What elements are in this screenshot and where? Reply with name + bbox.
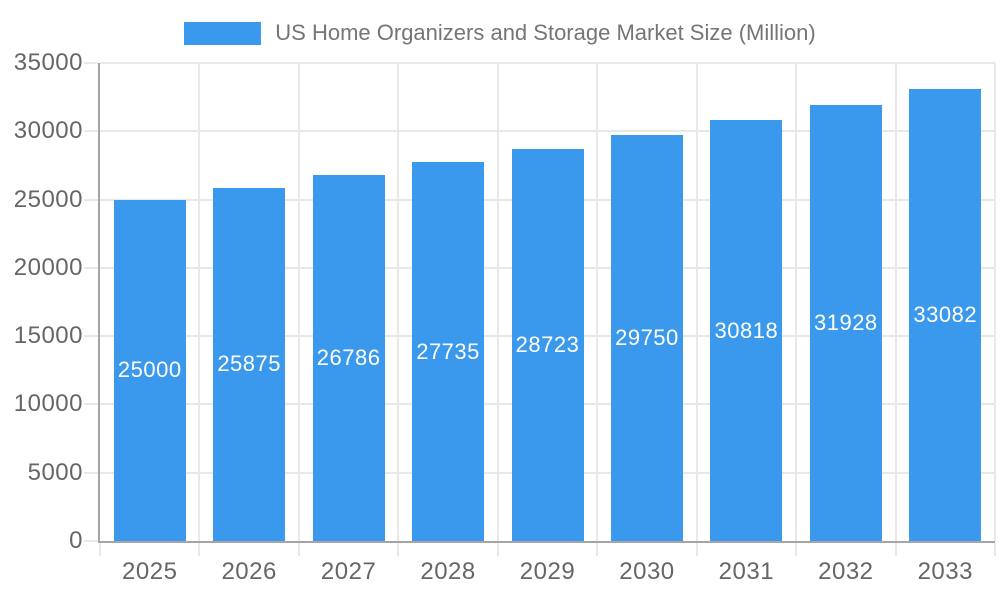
plot-area: 25000 25875 26786 27735 28723 29750 30818 31928… [84, 62, 996, 556]
x-tick-label: 2025 [122, 558, 178, 585]
x-axis-tick [198, 543, 201, 556]
chart-legend[interactable]: US Home Organizers and Storage Market Si… [0, 20, 1000, 45]
bar-2027[interactable] [312, 175, 385, 541]
bar-value-label: 28723 [515, 331, 580, 357]
legend-swatch [184, 21, 262, 45]
x-axis-labels: 2025 2026 2027 2028 2029 2030 2031 2032 2033 [100, 558, 995, 588]
bar-2030[interactable] [610, 134, 683, 541]
x-axis-tick [894, 543, 897, 556]
x-gridline [795, 63, 798, 541]
bar-2033[interactable] [909, 89, 982, 541]
x-tick-label: 2032 [818, 558, 874, 585]
y-axis-tick [84, 540, 98, 542]
x-gridline [695, 63, 698, 541]
bar-value-label: 31928 [813, 309, 878, 335]
y-tick-label: 0 [69, 527, 83, 554]
x-axis-tick [795, 543, 798, 556]
x-gridline [397, 63, 400, 541]
x-gridline [894, 63, 897, 541]
bar-value-label: 30818 [714, 317, 779, 343]
bar-2032[interactable] [809, 104, 882, 541]
y-axis-tick [84, 335, 98, 338]
bar-2029[interactable] [511, 148, 584, 541]
x-axis-tick [994, 543, 996, 556]
x-gridline [198, 63, 201, 541]
bar-2025[interactable] [113, 199, 186, 541]
bar-2026[interactable] [213, 187, 286, 541]
y-tick-label: 10000 [13, 390, 83, 418]
x-tick-label: 2027 [320, 558, 377, 585]
bar-value-label: 29750 [615, 324, 679, 350]
bar-2031[interactable] [710, 120, 783, 541]
x-axis-tick [297, 543, 300, 556]
x-tick-label: 2033 [917, 558, 973, 585]
x-tick-label: 2026 [221, 558, 277, 585]
x-tick-label: 2029 [519, 558, 576, 585]
y-tick-label: 35000 [13, 49, 83, 76]
y-axis-line [98, 63, 100, 543]
x-tick-label: 2030 [619, 558, 675, 585]
x-tick-label: 2031 [718, 558, 775, 585]
y-tick-label: 15000 [13, 322, 83, 350]
bar-value-label: 25875 [217, 351, 281, 377]
y-axis-tick [84, 62, 98, 64]
x-axis-tick [596, 543, 599, 556]
y-axis-tick [84, 266, 98, 269]
bar-value-label: 26786 [316, 345, 381, 371]
y-tick-label: 5000 [27, 458, 83, 486]
bar-2028[interactable] [412, 162, 485, 541]
x-gridline [496, 63, 499, 541]
y-tick-label: 20000 [13, 253, 83, 281]
y-tick-label: 30000 [13, 117, 83, 145]
bar-value-label: 25000 [117, 357, 182, 383]
legend-label: US Home Organizers and Storage Market Si… [275, 20, 816, 45]
bar-value-label: 27735 [416, 338, 480, 364]
x-axis-tick [695, 543, 698, 556]
x-axis-tick [397, 543, 400, 556]
x-axis-tick [99, 543, 101, 556]
x-gridline [297, 63, 300, 541]
y-gridline [100, 62, 995, 64]
y-tick-label: 25000 [13, 185, 83, 213]
x-tick-label: 2028 [420, 558, 476, 585]
y-axis-tick [84, 403, 98, 406]
x-gridline [994, 63, 996, 541]
x-gridline [596, 63, 599, 541]
x-axis-line [98, 541, 995, 543]
y-axis-tick [84, 130, 98, 133]
x-axis-tick [496, 543, 499, 556]
y-gridline [100, 130, 995, 133]
y-axis-labels: 0 5000 10000 15000 20000 25000 30000 35000 [0, 50, 83, 554]
y-axis-tick [84, 471, 98, 474]
bar-value-label: 33082 [913, 302, 978, 328]
y-axis-tick [84, 198, 98, 201]
